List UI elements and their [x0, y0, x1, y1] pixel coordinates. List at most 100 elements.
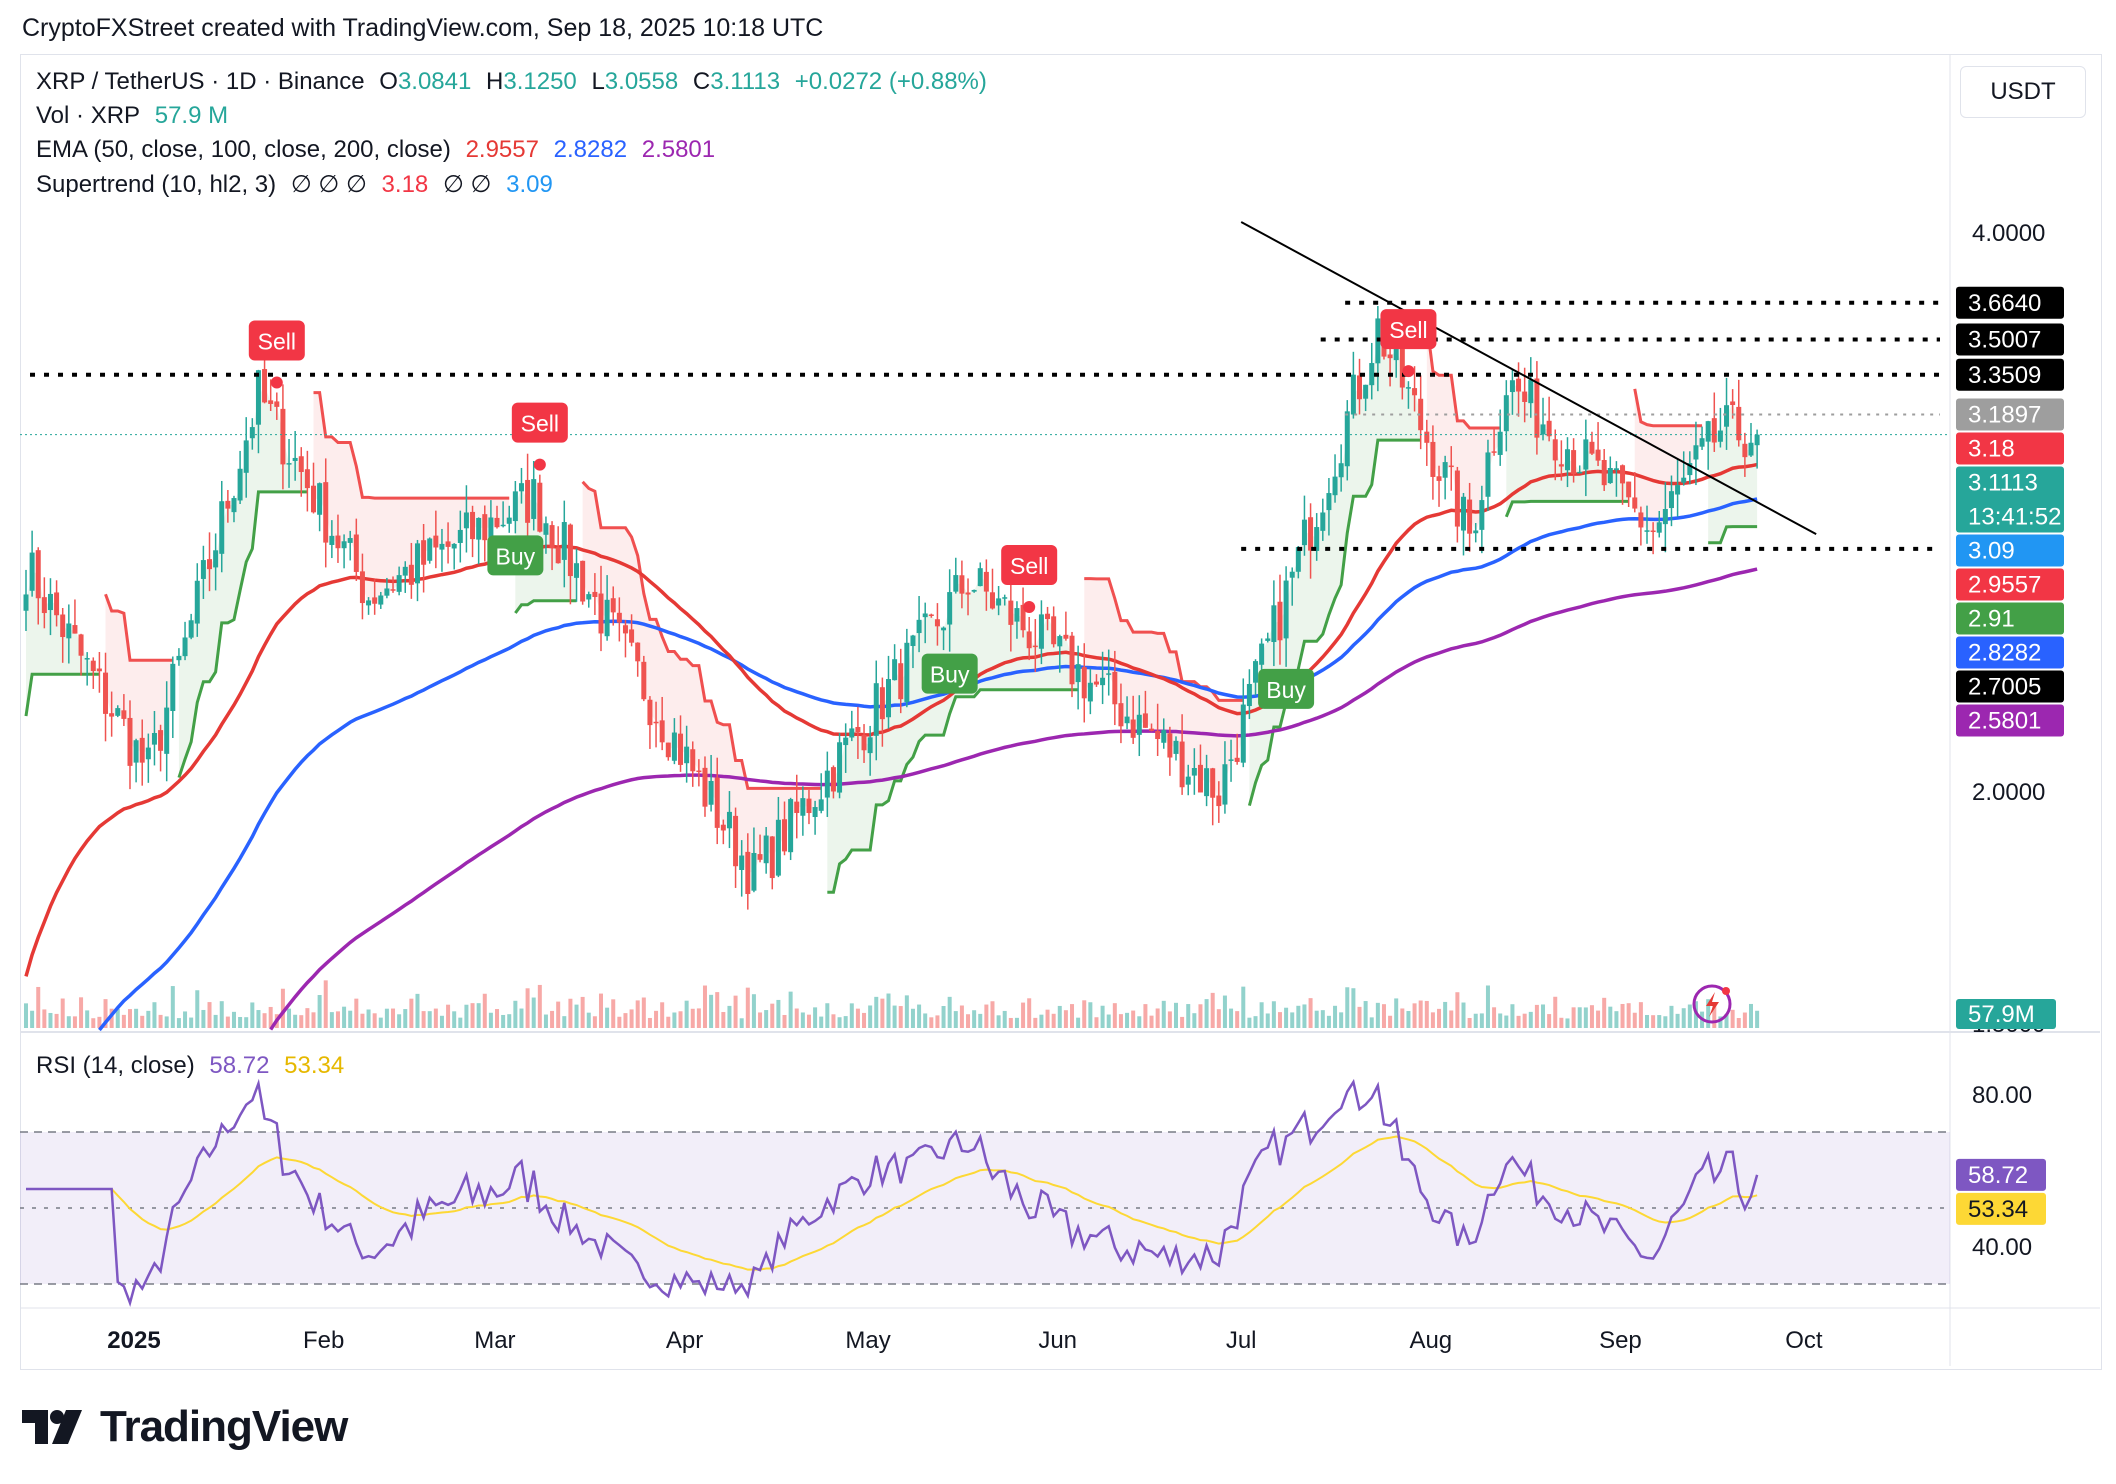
- candle-body: [1448, 465, 1454, 468]
- volume-bar: [225, 1016, 230, 1028]
- price-axis-label: 3.3509: [1968, 362, 2041, 389]
- volume-bar: [1687, 1004, 1692, 1028]
- volume-bar: [189, 1017, 194, 1028]
- buy-signal-badge[interactable]: [487, 535, 544, 576]
- legend-open-value: 3.0841: [397, 68, 472, 95]
- volume-bar: [1565, 1018, 1570, 1028]
- legend-supertrend-label[interactable]: Supertrend (10, hl2, 3): [36, 171, 277, 198]
- volume-bar: [195, 990, 200, 1028]
- volume-bar: [109, 1008, 114, 1028]
- volume-bar: [311, 1012, 316, 1028]
- volume-bar: [972, 1010, 977, 1028]
- volume-bar: [470, 1003, 475, 1028]
- volume-bar: [1467, 1017, 1472, 1028]
- candle-body: [353, 534, 359, 572]
- volume-bar: [990, 1001, 995, 1028]
- descending-trendline[interactable]: [1240, 221, 1817, 536]
- time-axis-tick: 2025: [107, 1327, 160, 1354]
- currency-button[interactable]: USDT: [1960, 66, 2086, 118]
- supertrend-down-line: [1084, 577, 1244, 702]
- candle-body: [947, 592, 953, 625]
- volume-bar: [537, 984, 542, 1028]
- candle-body: [1412, 388, 1418, 396]
- price-axis-label-bg: [1956, 568, 2064, 601]
- volume-bar: [684, 1000, 689, 1028]
- supertrend-fill: [1634, 388, 1703, 531]
- volume-bar: [183, 1011, 188, 1028]
- candle-body: [310, 485, 316, 513]
- volume-bar: [134, 1008, 139, 1028]
- sell-signal-badge[interactable]: [248, 320, 305, 361]
- candle-body: [1724, 405, 1730, 427]
- volume-bar: [1063, 1010, 1068, 1028]
- volume-bar: [146, 1010, 151, 1028]
- volume-bar: [1131, 1010, 1136, 1028]
- sell-signal-badge[interactable]: [511, 402, 568, 443]
- candle-body: [567, 524, 573, 577]
- volume-bar: [1149, 1015, 1154, 1028]
- candle-body: [60, 614, 66, 638]
- legend-volume-label[interactable]: Vol · XRP: [36, 102, 141, 129]
- volume-bar: [1088, 1002, 1093, 1028]
- candle-body: [1754, 434, 1760, 446]
- volume-bar: [1724, 1014, 1729, 1028]
- volume-bar: [947, 996, 952, 1028]
- candle-body: [255, 370, 261, 425]
- buy-signal-badge[interactable]: [921, 653, 978, 694]
- price-axis-label-bg: [1956, 466, 2064, 533]
- candle-body: [96, 668, 102, 672]
- candle-body: [427, 538, 433, 561]
- volume-bar: [1057, 1005, 1062, 1028]
- candle-body: [176, 655, 182, 661]
- candle-body: [518, 483, 524, 492]
- volume-bar: [1730, 1009, 1735, 1028]
- volume-bar: [702, 985, 707, 1028]
- volume-bar: [1375, 1002, 1380, 1028]
- sell-signal-badge[interactable]: [1380, 309, 1437, 350]
- volume-bar: [452, 1011, 457, 1028]
- volume-bar: [121, 1014, 126, 1028]
- candle-body: [1583, 439, 1589, 470]
- candle-body: [959, 575, 965, 594]
- candle-body: [1687, 463, 1693, 476]
- candle-body: [800, 798, 806, 816]
- volume-bar: [574, 1004, 579, 1028]
- candle-body: [708, 780, 714, 805]
- legend-supertrend-up-value: 3.09: [506, 171, 553, 198]
- candle-body: [347, 538, 353, 543]
- sell-signal-badge[interactable]: [1001, 544, 1058, 585]
- lightning-icon[interactable]: [1692, 984, 1732, 1024]
- candle-body: [953, 575, 959, 592]
- volume-bar: [709, 994, 714, 1028]
- candle-body: [433, 535, 439, 548]
- legend-ema-label[interactable]: EMA (50, close, 100, close, 200, close): [36, 136, 451, 163]
- candle-body: [1332, 476, 1338, 496]
- supertrend-down-line: [104, 593, 173, 662]
- candle-body: [1014, 608, 1020, 622]
- time-axis-tick: Apr: [666, 1327, 703, 1354]
- candle-body: [359, 571, 365, 604]
- legend-symbol[interactable]: XRP / TetherUS · 1D · Binance: [36, 68, 365, 95]
- legend-open: O3.0841: [379, 68, 471, 95]
- candle-body: [1234, 757, 1240, 762]
- candle-body: [463, 512, 469, 529]
- volume-bar: [825, 1003, 830, 1028]
- candle-body: [1656, 522, 1662, 533]
- candle-body: [1577, 471, 1583, 474]
- candle-body: [861, 734, 867, 751]
- candle-body: [1387, 354, 1393, 359]
- tradingview-logo[interactable]: TradingView: [22, 1402, 348, 1452]
- legend-rsi-label[interactable]: RSI (14, close): [36, 1052, 195, 1079]
- volume-bar: [1577, 1007, 1582, 1028]
- supertrend-down-line: [313, 391, 510, 500]
- volume-bar: [611, 999, 616, 1028]
- candle-body: [1057, 636, 1063, 647]
- volume-bar: [1559, 1017, 1564, 1028]
- volume-bar: [372, 1013, 377, 1028]
- buy-signal-badge[interactable]: [1258, 668, 1315, 709]
- legend-high: H3.1250: [486, 68, 577, 95]
- volume-bar: [1571, 1007, 1576, 1028]
- volume-bar: [342, 1006, 347, 1028]
- legend-low-value: 3.0558: [604, 68, 679, 95]
